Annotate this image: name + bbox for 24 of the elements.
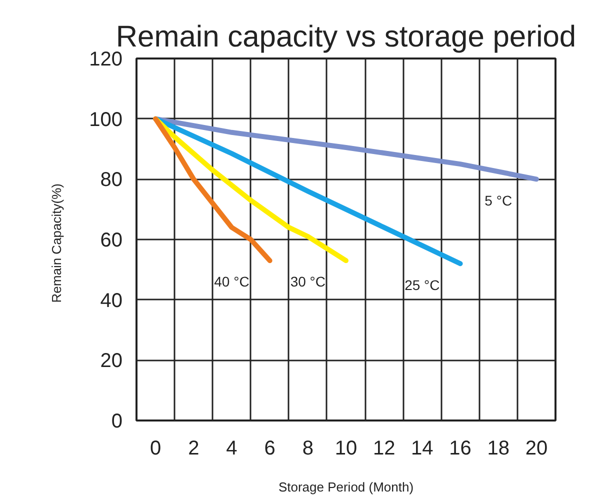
x-tick-label: 18	[487, 438, 510, 460]
y-tick-label: 0	[111, 410, 122, 432]
series-label: 40 °C	[214, 274, 250, 290]
y-tick-label: 40	[100, 290, 123, 312]
y-tick-label: 120	[89, 48, 123, 70]
x-tick-label: 14	[411, 438, 434, 460]
y-tick-label: 60	[100, 230, 123, 252]
series-label: 5 °C	[484, 192, 512, 208]
x-tick-label: 2	[188, 438, 200, 460]
y-tick-label: 100	[89, 108, 123, 131]
x-tick-label: 8	[302, 438, 314, 460]
y-tick-label: 80	[100, 169, 123, 192]
y-axis-title: Remain Capacity(%)	[49, 184, 64, 303]
series-label: 30 °C	[290, 274, 326, 290]
x-tick-label: 0	[150, 438, 162, 460]
y-tick-label: 20	[100, 350, 123, 372]
x-tick-label: 20	[525, 438, 548, 460]
x-tick-label: 6	[264, 438, 276, 460]
x-tick-label: 10	[334, 438, 358, 460]
x-tick-label: 4	[226, 438, 238, 460]
x-tick-label: 16	[449, 438, 472, 460]
x-axis-title: Storage Period (Month)	[278, 480, 414, 494]
x-tick-label: 12	[372, 438, 396, 460]
series-label: 25 °C	[404, 276, 440, 293]
